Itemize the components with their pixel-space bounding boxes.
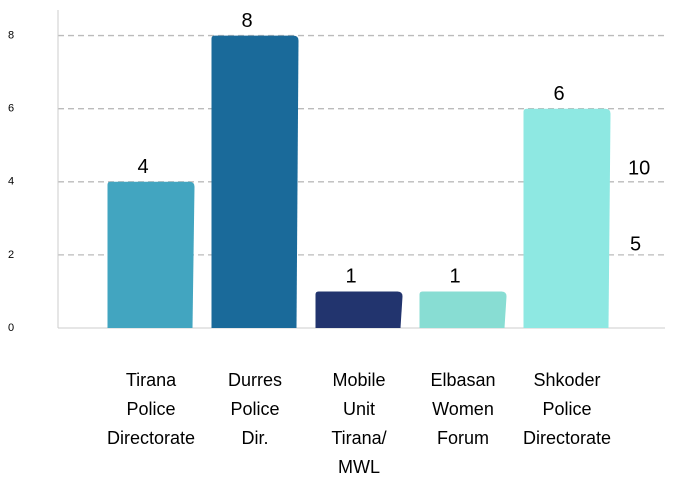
- y-tick-label: 6: [8, 103, 14, 115]
- x-tick-line: Women: [432, 399, 494, 419]
- x-tick-label: Mobile Unit Tirana/MWL: [331, 370, 386, 477]
- x-tick-line: Durres: [228, 370, 282, 390]
- x-tick-label: Durres Police Dir.: [228, 370, 282, 448]
- value-label: 1: [449, 266, 460, 288]
- y-tick-label: 4: [8, 176, 14, 188]
- x-tick-line: Unit: [343, 399, 375, 419]
- value-label: 4: [137, 156, 148, 178]
- x-tick-line: Police: [542, 399, 591, 419]
- bar: [107, 181, 195, 328]
- y-tick-label: 8: [8, 29, 14, 41]
- x-tick-line: Tirana: [126, 370, 177, 390]
- bar: [315, 291, 403, 328]
- x-tick-line: Forum: [437, 428, 489, 448]
- x-tick-line: Elbasan: [430, 370, 495, 390]
- y-tick-label: 0: [8, 322, 14, 334]
- bar: [211, 35, 299, 328]
- annotation: 10: [628, 157, 650, 179]
- bar: [419, 291, 507, 328]
- x-tick-line: Police: [126, 399, 175, 419]
- x-tick-label: Shkoder Police Directorate: [523, 370, 611, 448]
- value-label: 8: [241, 10, 252, 32]
- y-tick-label: 2: [8, 249, 14, 261]
- x-tick-label: Elbasan Women Forum: [430, 370, 495, 448]
- bar: [523, 108, 611, 328]
- x-tick-line: Police: [230, 399, 279, 419]
- value-label: 1: [345, 266, 356, 288]
- x-tick-line: MWL: [338, 457, 380, 477]
- x-tick-label: Tirana Police Directorate: [107, 370, 195, 448]
- x-tick-line: Directorate: [107, 428, 195, 448]
- annotation: 5: [630, 233, 641, 255]
- x-tick-line: Dir.: [242, 428, 269, 448]
- x-tick-line: Shkoder: [533, 370, 600, 390]
- x-tick-line: Mobile: [332, 370, 385, 390]
- x-tick-line: Tirana/: [331, 428, 386, 448]
- x-tick-line: Directorate: [523, 428, 611, 448]
- value-label: 6: [553, 83, 564, 105]
